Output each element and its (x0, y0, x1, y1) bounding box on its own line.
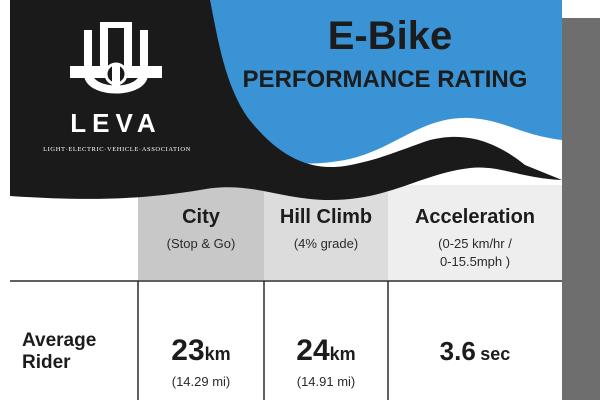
city-value-miles: (14.29 mi) (171, 374, 231, 389)
accel-header-bg (388, 185, 562, 280)
logo-wordmark: LEVA (70, 108, 162, 138)
page-subtitle: PERFORMANCE RATING (242, 66, 528, 93)
row-label-line1: Average (22, 330, 97, 351)
acceleration-value: 3.6 sec (388, 336, 562, 367)
page-title: E-Bike (327, 14, 453, 58)
card-shadow (562, 18, 600, 400)
city-header-bg (138, 185, 264, 280)
column-note-hill-climb: (4% grade) (293, 236, 359, 251)
hill-climb-value-miles: (14.91 mi) (296, 374, 356, 389)
hill-climb-value-unit: km (329, 344, 356, 364)
column-note-city: (Stop & Go) (166, 236, 236, 251)
leva-logo-mark (70, 22, 162, 94)
city-value: 23km (138, 334, 264, 368)
logo-tagline: LIGHT·ELECTRIC·VEHICLE·ASSOCIATION (43, 146, 191, 153)
column-note-acceleration-line2: 0-15.5mph ) (439, 254, 511, 269)
city-value-number: 23 (171, 334, 205, 367)
row-label-average-rider: Average Rider (22, 330, 132, 374)
column-header-hill-climb: Hill Climb (279, 206, 373, 228)
column-header-acceleration: Acceleration (414, 206, 536, 228)
acceleration-value-number: 3.6 (439, 336, 476, 366)
city-value-unit: km (204, 344, 231, 364)
column-note-acceleration-line1: (0-25 km/hr / (438, 236, 512, 251)
hill-header-bg (264, 185, 388, 280)
hill-climb-value: 24km (264, 334, 388, 368)
hill-climb-value-number: 24 (296, 334, 330, 367)
acceleration-value-unit: sec (480, 344, 511, 364)
title-banner (210, 0, 562, 164)
row-label-line2: Rider (22, 352, 71, 373)
column-header-city: City (182, 206, 220, 228)
